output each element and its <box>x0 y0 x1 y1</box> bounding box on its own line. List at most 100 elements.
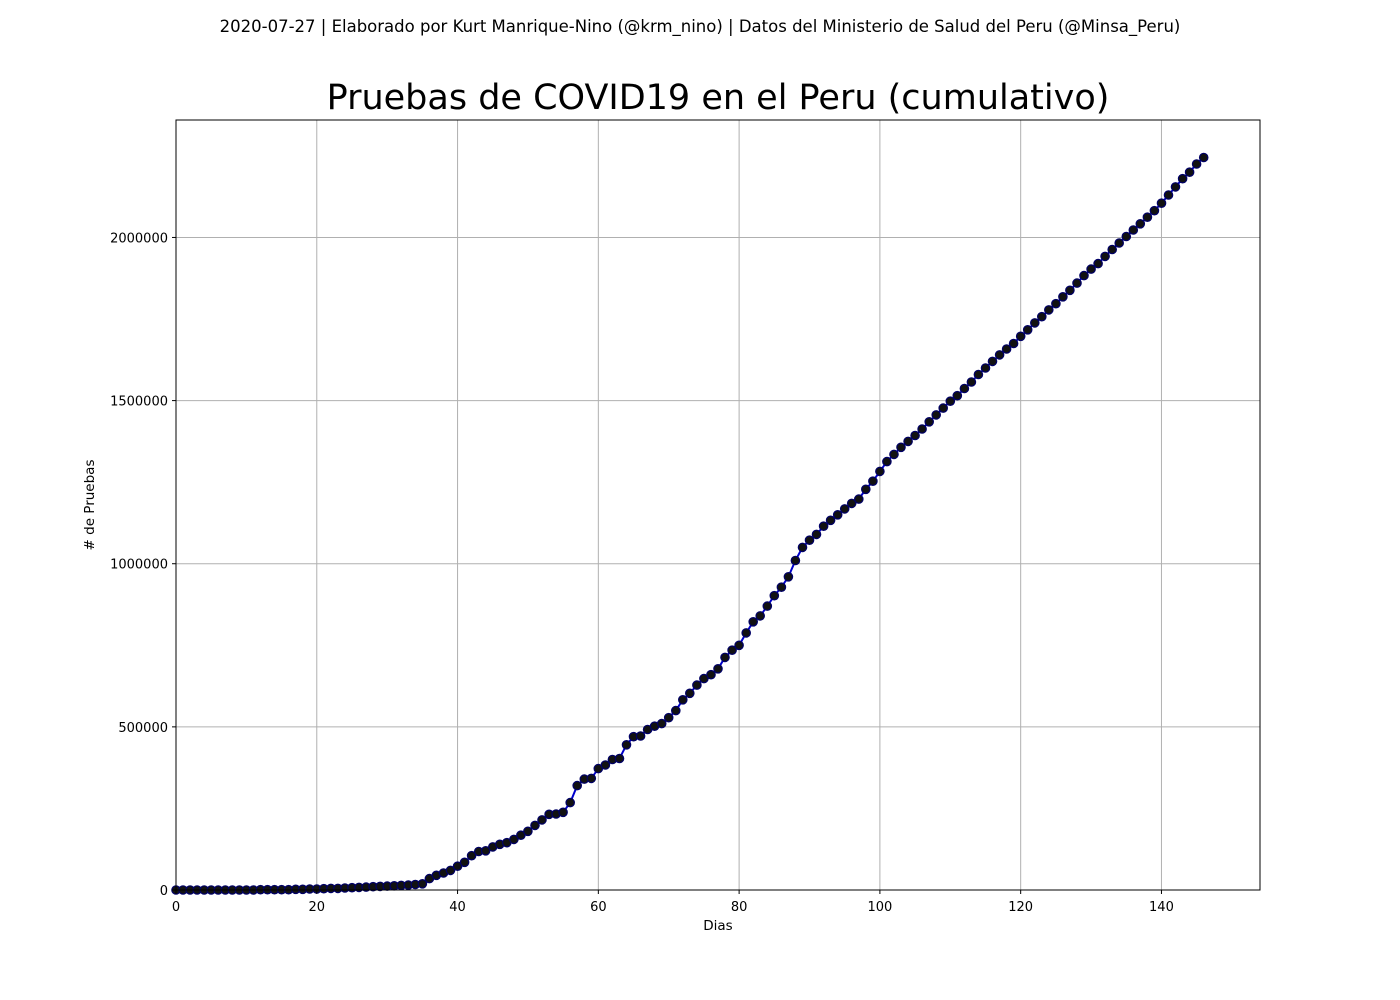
data-point <box>523 826 533 837</box>
x-axis-label: Dias <box>703 918 732 934</box>
data-point <box>1100 251 1110 262</box>
chart-suptitle: 2020-07-27 | Elaborado por Kurt Manrique… <box>219 17 1181 36</box>
x-tick-label: 80 <box>731 900 748 915</box>
data-point <box>727 645 737 655</box>
data-point <box>1001 344 1012 354</box>
data-point <box>811 529 822 540</box>
data-point <box>1030 318 1040 328</box>
y-tick-label: 1000000 <box>110 558 168 573</box>
chart-title: Pruebas de COVID19 en el Peru (cumulativ… <box>326 78 1110 118</box>
data-point <box>868 476 878 486</box>
data-point <box>853 494 864 504</box>
data-point <box>910 430 920 441</box>
data-point <box>938 403 948 413</box>
series-markers <box>171 152 1209 895</box>
data-point <box>445 865 456 876</box>
data-point <box>1135 219 1146 229</box>
data-point <box>980 363 991 373</box>
data-point <box>1008 338 1019 349</box>
data-point <box>966 377 977 387</box>
data-point <box>860 484 871 495</box>
data-point <box>466 850 477 861</box>
x-tick-label: 140 <box>1149 900 1174 915</box>
data-point <box>994 350 1005 360</box>
series-line-group <box>176 156 1205 891</box>
data-point <box>1086 264 1096 274</box>
grid-lines <box>175 120 1260 891</box>
data-point <box>1107 244 1117 255</box>
x-tick-label: 100 <box>867 900 892 915</box>
data-point <box>924 416 934 427</box>
data-point <box>1156 198 1167 208</box>
data-point <box>762 601 773 611</box>
data-point <box>896 442 906 453</box>
data-point <box>621 739 632 750</box>
data-point <box>586 773 597 784</box>
x-axis-ticks: 0 20 40 60 80 100 120 140 <box>172 890 1174 915</box>
data-point <box>1198 152 1209 163</box>
data-point <box>663 712 674 723</box>
data-point <box>1121 231 1132 242</box>
data-point <box>706 669 716 680</box>
data-point <box>1163 190 1174 200</box>
data-point <box>882 456 892 467</box>
data-point <box>987 356 998 367</box>
data-point <box>1093 258 1103 269</box>
data-point <box>614 753 625 764</box>
data-point <box>600 760 611 770</box>
data-point <box>1079 270 1089 281</box>
data-point <box>656 718 667 729</box>
data-point <box>509 834 519 845</box>
y-tick-label: 2000000 <box>110 231 168 246</box>
data-point <box>1149 205 1160 216</box>
data-point <box>1072 278 1082 288</box>
data-point <box>818 521 829 531</box>
data-point <box>1058 291 1068 302</box>
data-point <box>537 815 547 825</box>
data-point <box>889 449 899 460</box>
data-point <box>480 845 491 856</box>
data-point <box>776 582 787 592</box>
data-point <box>1015 331 1026 342</box>
data-point <box>952 390 963 401</box>
data-point <box>734 640 744 651</box>
data-point <box>1065 285 1075 296</box>
plot-frame <box>175 119 1261 891</box>
data-point <box>677 694 688 705</box>
data-point <box>452 861 463 871</box>
data-point <box>572 780 582 791</box>
data-point <box>1022 324 1033 335</box>
y-axis-ticks: 0 500000 1000000 1500000 2000000 <box>110 231 176 899</box>
series-line <box>176 156 1205 891</box>
data-point <box>1177 173 1188 184</box>
data-point <box>903 436 913 447</box>
data-point <box>1044 305 1054 315</box>
data-point <box>516 830 526 840</box>
data-point <box>832 509 843 520</box>
x-tick-label: 20 <box>309 900 326 915</box>
data-point <box>875 466 885 477</box>
y-tick-label: 0 <box>160 884 168 899</box>
data-point <box>931 410 941 420</box>
data-point <box>1037 311 1047 322</box>
data-point <box>1114 238 1124 248</box>
data-point <box>790 555 801 566</box>
data-point <box>839 504 850 514</box>
data-point <box>565 797 575 808</box>
data-point <box>973 369 984 380</box>
y-axis-label: # de Pruebas <box>82 460 98 551</box>
data-point <box>959 383 970 394</box>
data-point <box>1051 298 1061 309</box>
data-point <box>459 857 470 868</box>
data-point <box>917 424 927 434</box>
data-point <box>804 535 815 545</box>
data-point <box>783 571 794 582</box>
data-point <box>530 820 540 831</box>
x-tick-label: 60 <box>590 900 607 915</box>
data-point <box>1142 212 1153 222</box>
data-point <box>769 590 780 601</box>
x-tick-label: 120 <box>1008 900 1033 915</box>
y-tick-label: 500000 <box>118 721 168 736</box>
data-point <box>945 396 956 406</box>
